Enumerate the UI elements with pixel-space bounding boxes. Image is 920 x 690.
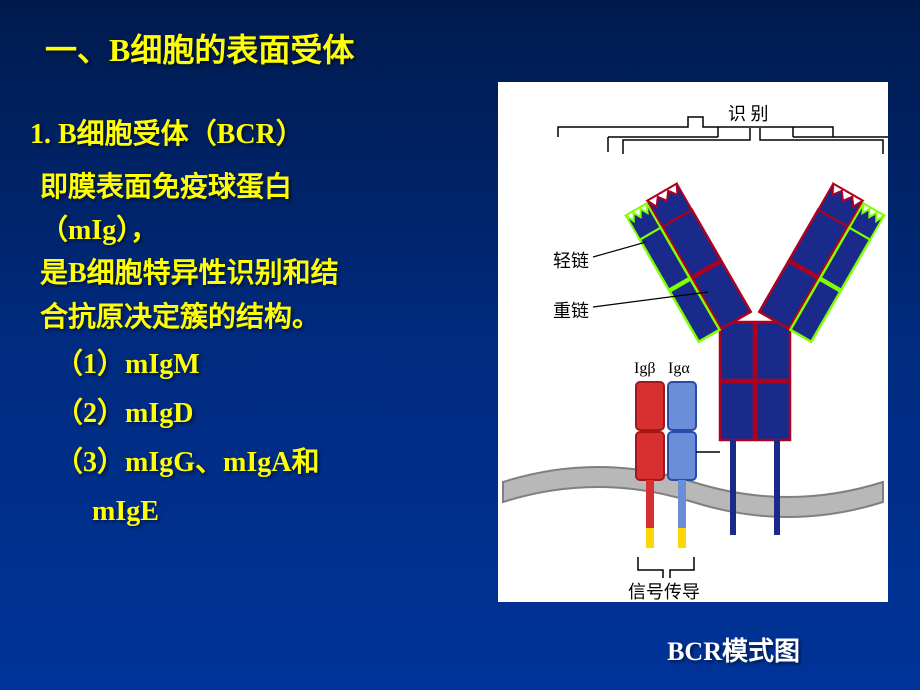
bcr-svg: [498, 82, 888, 602]
heavy-tail-2: [774, 440, 780, 535]
heavy-chain-stem-3: [720, 322, 754, 380]
ig-alpha-lower: [668, 432, 696, 480]
section-heading: 1. B细胞受体（BCR）: [30, 115, 450, 156]
body-line-1a: 即膜表面免疫球蛋白: [40, 166, 450, 209]
body-line-2b: 合抗原决定簇的结构。: [40, 296, 450, 339]
ig-alpha-upper: [668, 382, 696, 430]
label-ig-beta: Igβ: [634, 360, 655, 378]
list-item-3: （3）mIgG、mIgA和: [55, 441, 450, 486]
recognition-bracket-group: [623, 128, 883, 154]
slide-container: 一、B细胞的表面受体 1. B细胞受体（BCR） 即膜表面免疫球蛋白 （mIg）…: [0, 0, 920, 690]
label-light-chain: 轻链: [553, 247, 589, 273]
list-item-4: mIgE: [92, 490, 450, 535]
ig-alpha-tm: [678, 480, 686, 528]
ig-beta-tm: [646, 480, 654, 528]
slide-title: 一、B细胞的表面受体: [45, 25, 900, 71]
signal-bracket: [638, 557, 694, 578]
list-item-2: （2）mIgD: [55, 392, 450, 437]
figure-caption: BCR模式图: [667, 631, 800, 668]
ig-beta-tail: [646, 528, 654, 548]
text-content: 1. B细胞受体（BCR） 即膜表面免疫球蛋白 （mIg）， 是B细胞特异性识别…: [30, 115, 450, 534]
heavy-tail-1: [730, 440, 736, 535]
ig-beta-lower: [636, 432, 664, 480]
heavy-chain-stem-4: [756, 322, 790, 380]
list-item-1: （1）mIgM: [55, 343, 450, 388]
heavy-chain-stem-1: [720, 382, 754, 440]
ig-beta-upper: [636, 382, 664, 430]
label-signal: 信号传导: [628, 578, 700, 604]
heavy-chain-stem-2: [756, 382, 790, 440]
recognition-bracket: [558, 117, 833, 137]
label-ig-alpha: Igα: [668, 360, 690, 378]
label-heavy-chain: 重链: [553, 297, 589, 323]
bcr-diagram: 识 别 轻链 重链 Igβ Igα 信号传导: [498, 82, 888, 602]
light-chain-leader: [593, 242, 646, 257]
body-line-1b: （mIg），: [40, 209, 450, 252]
body-line-2a: 是B细胞特异性识别和结: [40, 252, 450, 295]
ig-alpha-tail: [678, 528, 686, 548]
label-recognition: 识 别: [728, 100, 769, 126]
